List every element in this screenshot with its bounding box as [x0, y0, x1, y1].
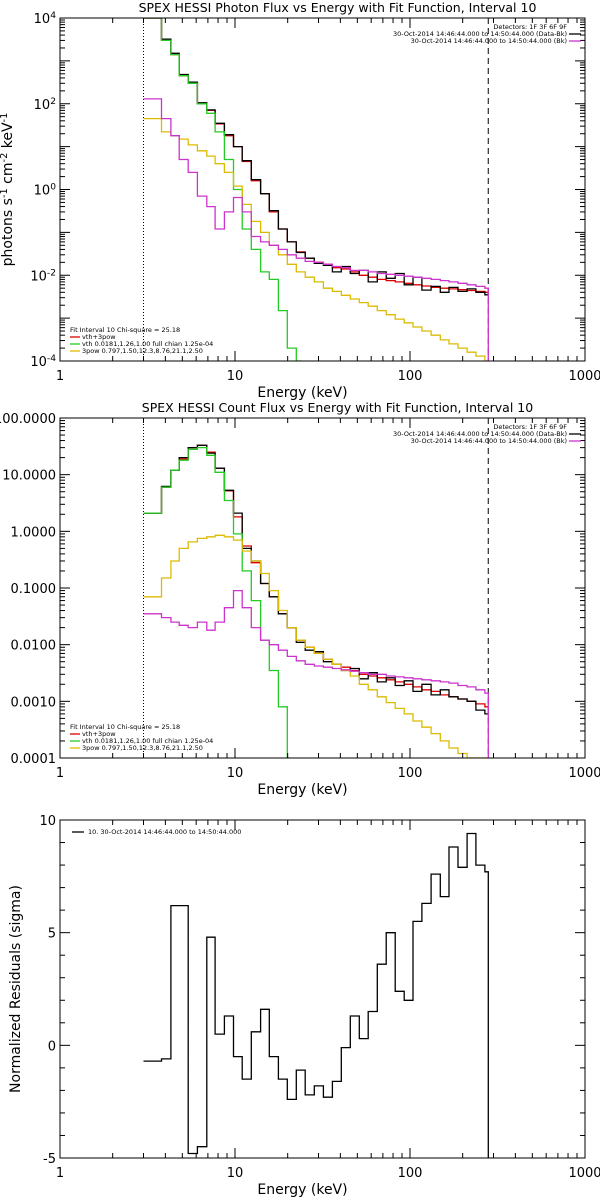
y-tick-label: 10.0000	[2, 469, 56, 484]
y-tick-label: 100	[34, 183, 57, 199]
legend-bottom: Fit Interval 10 Chi-square = 25.18vth+3p…	[70, 326, 213, 355]
series-line-bk	[143, 98, 489, 361]
y-tick-label: -5	[43, 1152, 56, 1167]
series-line-vth-3pow	[143, 444, 489, 708]
y-tick-label: 104	[34, 11, 57, 27]
series-line-vth	[143, 446, 290, 758]
chart-panel-residuals: 1 10 100 1000 -5 0 5 10 Energy (keV) Normalized R…	[8, 814, 600, 1198]
y-axis-title: photons s-1 cm-2 keV-1	[0, 113, 16, 267]
legend-entry-label: 3pow 0.797,1.50,12.3,8.76,21.1,2.50	[82, 347, 203, 355]
series-line-vth-3pow	[143, 18, 489, 293]
x-tick-label: 1	[56, 1166, 64, 1181]
chart-title: SPEX HESSI Count Flux vs Energy with Fit…	[142, 400, 533, 415]
x-tick-label: 1000	[568, 1166, 600, 1181]
chart-title: SPEX HESSI Photon Flux vs Energy with Fi…	[139, 0, 537, 15]
legend-entry-label: 3pow 0.797,1.50,12.3,8.76,21.1,2.50	[82, 744, 203, 752]
legend-entry-label: 30-Oct-2014 14:46:44.000 to 14:50:44.000…	[411, 37, 567, 45]
legend-title: Detectors: 1F 3F 6F 9F	[493, 23, 567, 31]
series-line-vth	[143, 18, 302, 361]
x-tick-label: 10	[227, 369, 244, 384]
x-tick-label: 100	[398, 369, 423, 384]
y-tick-label: 100.0000	[0, 412, 56, 427]
y-tick-label: 0.0001	[11, 752, 57, 767]
y-tick-label: 102	[34, 97, 56, 113]
y-tick-label: 5	[48, 927, 56, 942]
series-line-data-bk	[143, 444, 489, 715]
series-line-3pow	[143, 117, 489, 361]
x-tick-label: 100	[398, 766, 423, 781]
legend-entry-label: 30-Oct-2014 14:46:44.000 to 14:50:44.000…	[393, 30, 567, 38]
legend-entry-label: 30-Oct-2014 14:46:44.000 to 14:50:44.000…	[393, 430, 567, 438]
y-axis-title: Normalized Residuals (sigma)	[8, 885, 24, 1093]
y-tick-label: 1.0000	[11, 525, 57, 540]
plot-frame	[59, 417, 586, 759]
y-tick-label: 0.1000	[11, 582, 57, 597]
chart-panel-photon: SPEX HESSI Photon Flux vs Energy with Fi…	[0, 0, 600, 401]
x-axis-title: Energy (keV)	[257, 782, 347, 798]
legend-entry-label: vth+3pow	[82, 333, 116, 341]
legend-title: Fit Interval 10 Chi-square = 25.18	[70, 326, 180, 334]
x-tick-label: 1000	[568, 766, 600, 781]
x-tick-label: 10	[227, 1166, 244, 1181]
series-group	[143, 444, 489, 758]
series-line-3pow	[143, 534, 489, 758]
x-tick-label: 100	[398, 1166, 423, 1181]
x-axis-title: Energy (keV)	[257, 1182, 347, 1198]
y-tick-label: 0.0010	[11, 695, 57, 710]
y-tick-label: 0	[48, 1039, 56, 1054]
chart-panel-count: SPEX HESSI Count Flux vs Energy with Fit…	[0, 400, 600, 798]
x-tick-label: 1000	[568, 369, 600, 384]
legend-entry-label: vth 0.0181,1.26,1.00 full chian 1.25e-04	[82, 737, 213, 745]
series-line-10-30-oct-2014-14-46-44-000-to-14-50-44-000	[143, 832, 489, 1158]
legend-top: 10. 30-Oct-2014 14:46:44.000 to 14:50:44…	[72, 828, 241, 836]
legend-entry-label: vth 0.0181,1.26,1.00 full chian 1.25e-04	[82, 340, 213, 348]
y-tick-label: 10	[39, 814, 56, 829]
x-axis-title: Energy (keV)	[257, 385, 347, 401]
series-line-bk	[143, 589, 489, 758]
legend-entry-label: 10. 30-Oct-2014 14:46:44.000 to 14:50:44…	[88, 828, 241, 836]
legend-title: Detectors: 1F 3F 6F 9F	[493, 423, 567, 431]
y-tick-label: 0.0100	[11, 639, 57, 654]
y-tick-label: 10-2	[30, 268, 56, 284]
series-group	[143, 18, 489, 361]
x-tick-label: 1	[56, 766, 64, 781]
x-tick-label: 10	[227, 766, 244, 781]
x-tick-label: 1	[56, 369, 64, 384]
legend-entry-label: 30-Oct-2014 14:46:44.000 to 14:50:44.000…	[411, 437, 567, 445]
legend-bottom: Fit Interval 10 Chi-square = 25.18vth+3p…	[70, 723, 213, 752]
legend-title: Fit Interval 10 Chi-square = 25.18	[70, 723, 180, 731]
plot-frame	[59, 819, 586, 1159]
y-tick-label: 10-4	[30, 354, 56, 370]
series-line-data-bk	[143, 18, 489, 296]
plot-frame	[59, 17, 586, 362]
legend-entry-label: vth+3pow	[82, 730, 116, 738]
series-group	[143, 832, 489, 1158]
